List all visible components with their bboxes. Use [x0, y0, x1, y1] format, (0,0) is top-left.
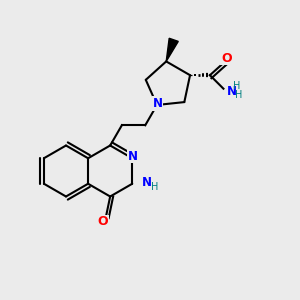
Text: H: H: [235, 90, 242, 100]
Text: N: N: [128, 150, 138, 163]
Text: N: N: [226, 85, 236, 98]
Text: O: O: [98, 215, 108, 228]
Polygon shape: [166, 38, 178, 61]
Text: H: H: [151, 182, 158, 192]
Text: O: O: [221, 52, 232, 64]
Text: N: N: [153, 97, 163, 110]
Text: N: N: [142, 176, 152, 189]
Text: H: H: [233, 81, 240, 91]
